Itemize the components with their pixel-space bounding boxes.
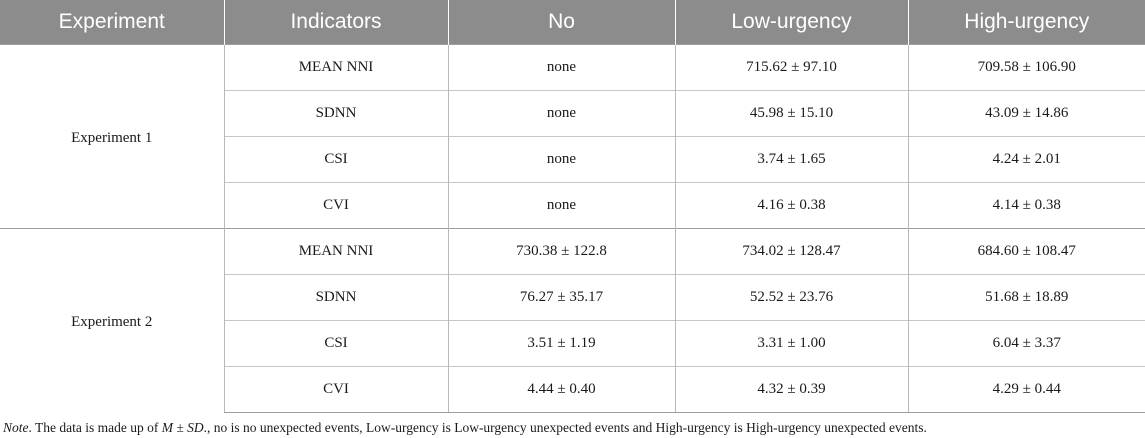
indicator-cell: SDNN <box>223 274 448 321</box>
experiment-1-cell: Experiment 1 <box>0 44 224 229</box>
header-no: No <box>447 0 675 45</box>
no-cell: 76.27 ± 35.17 <box>447 274 675 321</box>
header-row: Experiment Indicators No Low-urgency Hig… <box>0 0 1145 45</box>
table-row: CVI 4.44 ± 0.40 4.32 ± 0.39 4.29 ± 0.44 <box>0 366 1145 413</box>
no-cell: 3.51 ± 1.19 <box>447 320 675 367</box>
indicator-cell: CVI <box>223 366 448 413</box>
header-high-urgency: High-urgency <box>907 0 1145 45</box>
high-urgency-cell: 4.24 ± 2.01 <box>907 136 1145 183</box>
low-urgency-cell: 45.98 ± 15.10 <box>674 90 908 137</box>
note-emphasis: M ± SD <box>161 420 204 435</box>
no-cell: 730.38 ± 122.8 <box>447 228 675 275</box>
high-urgency-cell: 709.58 ± 106.90 <box>907 44 1145 91</box>
high-urgency-cell: 684.60 ± 108.47 <box>907 228 1145 275</box>
table-row: Experiment 1 MEAN NNI none 715.62 ± 97.1… <box>0 44 1145 229</box>
header-experiment: Experiment <box>0 0 224 45</box>
table-row: CSI 3.51 ± 1.19 3.31 ± 1.00 6.04 ± 3.37 <box>0 320 1145 367</box>
note-text-after: ., no is no unexpected events, Low-urgen… <box>203 420 927 435</box>
indicator-cell: CVI <box>223 182 448 229</box>
table-note: Note. The data is made up of M ± SD., no… <box>3 420 927 436</box>
table-row: SDNN none 45.98 ± 15.10 43.09 ± 14.86 <box>0 90 1145 137</box>
low-urgency-cell: 715.62 ± 97.10 <box>674 44 908 91</box>
low-urgency-cell: 4.32 ± 0.39 <box>674 366 908 413</box>
header-indicators: Indicators <box>223 0 448 45</box>
no-cell: none <box>447 90 675 137</box>
experiment-2-cell: Experiment 2 <box>0 228 224 413</box>
indicator-cell: MEAN NNI <box>223 228 448 275</box>
indicator-cell: SDNN <box>223 90 448 137</box>
low-urgency-cell: 52.52 ± 23.76 <box>674 274 908 321</box>
low-urgency-cell: 3.31 ± 1.00 <box>674 320 908 367</box>
no-cell: 4.44 ± 0.40 <box>447 366 675 413</box>
low-urgency-cell: 3.74 ± 1.65 <box>674 136 908 183</box>
experiment-label: Experiment 2 <box>71 314 153 330</box>
results-table: Experiment Indicators No Low-urgency Hig… <box>0 0 1145 413</box>
header-low-urgency: Low-urgency <box>674 0 908 45</box>
high-urgency-cell: 6.04 ± 3.37 <box>907 320 1145 367</box>
table-row: CSI none 3.74 ± 1.65 4.24 ± 2.01 <box>0 136 1145 183</box>
indicator-cell: CSI <box>223 320 448 367</box>
table-row: Experiment 2 MEAN NNI 730.38 ± 122.8 734… <box>0 228 1145 413</box>
high-urgency-cell: 4.14 ± 0.38 <box>907 182 1145 229</box>
experiment-label: Experiment 1 <box>71 130 153 146</box>
high-urgency-cell: 43.09 ± 14.86 <box>907 90 1145 137</box>
low-urgency-cell: 734.02 ± 128.47 <box>674 228 908 275</box>
no-cell: none <box>447 136 675 183</box>
note-text-before: . The data is made up of <box>28 420 162 435</box>
table-row: CVI none 4.16 ± 0.38 4.14 ± 0.38 <box>0 182 1145 229</box>
table-row: SDNN 76.27 ± 35.17 52.52 ± 23.76 51.68 ±… <box>0 274 1145 321</box>
high-urgency-cell: 4.29 ± 0.44 <box>907 366 1145 413</box>
indicator-cell: CSI <box>223 136 448 183</box>
no-cell: none <box>447 182 675 229</box>
note-label: Note <box>3 420 29 435</box>
no-cell: none <box>447 44 675 91</box>
indicator-cell: MEAN NNI <box>223 44 448 91</box>
high-urgency-cell: 51.68 ± 18.89 <box>907 274 1145 321</box>
low-urgency-cell: 4.16 ± 0.38 <box>674 182 908 229</box>
